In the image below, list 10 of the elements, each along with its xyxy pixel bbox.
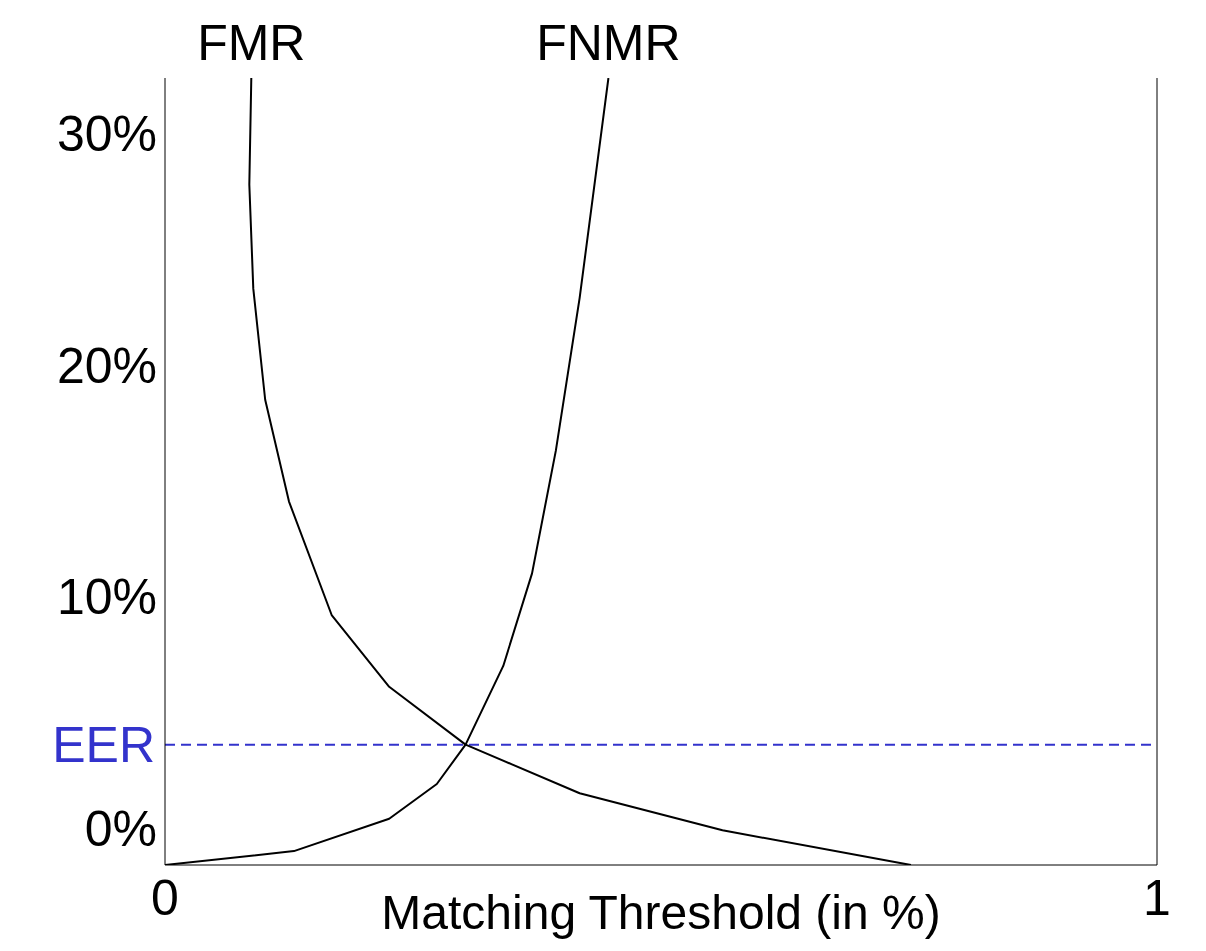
x-tick-label: 1 (1143, 869, 1171, 926)
y-tick-label: 20% (56, 337, 157, 394)
x-tick-label: 0 (151, 869, 179, 926)
y-tick-label: 10% (56, 569, 157, 626)
x-axis-title: Matching Threshold (in %) (381, 886, 941, 939)
y-tick-label: 30% (56, 106, 157, 163)
series-label: FNMR (536, 15, 681, 71)
ref-line-label: EER (52, 717, 155, 774)
series-label: FMR (197, 15, 306, 71)
y-tick-label: 0% (84, 800, 157, 857)
